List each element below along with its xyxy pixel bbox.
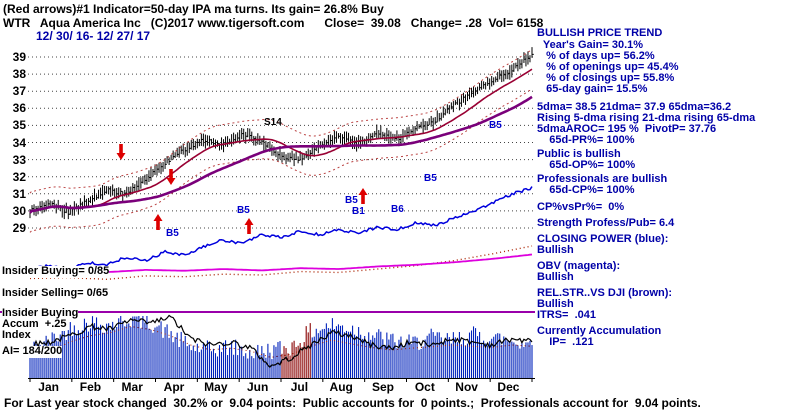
price-tick-31: 31 <box>12 186 26 201</box>
accum-index-panel <box>0 311 535 378</box>
left-label-1: Insider Selling= 0/65 <box>2 287 109 300</box>
price-tick-36: 36 <box>12 101 26 116</box>
stats-line-18: OBV (magenta): <box>537 260 621 272</box>
chart-annotation-b5: B5 <box>166 228 179 239</box>
ohlc-bars <box>29 47 534 220</box>
left-label-0: Insider Buying= 0/85 <box>2 265 110 278</box>
stats-line-6: 5dma= 38.5 21dma= 37.9 65dma=36.2 <box>537 101 732 113</box>
month-label-nov: Nov <box>455 380 478 394</box>
chart-annotation-s14: S14 <box>264 117 282 128</box>
stats-line-8: 5dmaAROC= 195 % PivotP= 37.76 <box>537 123 717 135</box>
price-tick-34: 34 <box>12 135 26 150</box>
stats-line-0: BULLISH PRICE TREND <box>537 27 663 39</box>
stats-line-11: 65d-OP%= 100% <box>537 159 636 171</box>
price-tick-37: 37 <box>12 84 26 99</box>
month-label-jun: Jun <box>246 380 269 394</box>
stats-line-21: Bullish <box>537 298 574 310</box>
price-tick-39: 39 <box>12 50 26 64</box>
signal-arrows <box>116 144 368 234</box>
date-range: 12/ 30/ 16- 12/ 27/ 17 <box>36 29 151 43</box>
left-label-4: Index <box>2 329 31 342</box>
stats-line-22: ITRS= .041 <box>537 309 597 321</box>
stats-line-17: Bullish <box>537 244 574 256</box>
month-label-sep: Sep <box>372 380 395 394</box>
stats-line-20: REL.STR..VS DJI (brown): <box>537 287 673 299</box>
stats-line-5: 65-day gain= 15.5% <box>537 83 648 95</box>
price-tick-32: 32 <box>12 169 26 184</box>
obv-line <box>30 253 533 274</box>
stats-line-10: Public is bullish <box>537 148 621 160</box>
month-label-dec: Dec <box>497 380 520 394</box>
x-axis <box>28 378 535 382</box>
stats-line-2: % of days up= 56.2% <box>537 50 655 62</box>
chart-annotation-b5: B5 <box>489 120 502 131</box>
month-label-mar: Mar <box>121 380 143 394</box>
chart-annotation-b5: B5 <box>424 173 437 184</box>
stats-line-13: 65d-CP%= 100% <box>537 184 635 196</box>
footer-summary: For Last year stock changed 30.2% or 9.0… <box>4 396 701 410</box>
ma-lines <box>29 68 533 214</box>
stats-line-12: Professionals are bullish <box>537 173 668 185</box>
chart-annotation-b1: B1 <box>352 206 365 217</box>
stats-line-24: IP= .121 <box>537 336 594 348</box>
price-tick-35: 35 <box>12 118 26 133</box>
month-label-apr: Apr <box>163 380 185 394</box>
chart-annotation-b5: B5 <box>345 195 358 206</box>
stats-line-15: Strength Profess/Pub= 6.4 <box>537 217 675 229</box>
stats-line-7: Rising 5-dma rising 21-dma rising 65-dma <box>537 112 756 124</box>
left-label-2: Insider Buying <box>2 307 79 320</box>
price-gridlines <box>28 56 535 229</box>
price-tick-29: 29 <box>12 221 26 235</box>
stats-line-19: Bullish <box>537 271 574 283</box>
price-tick-38: 38 <box>12 67 26 82</box>
chart-annotation-b5: B5 <box>237 205 250 216</box>
closing-power-line <box>29 186 533 272</box>
month-label-feb: Feb <box>79 380 102 394</box>
stats-line-9: 65d-PR%= 100% <box>537 134 635 146</box>
stats-line-16: CLOSING POWER (blue): <box>537 233 669 245</box>
month-label-jan: Jan <box>38 380 59 394</box>
stats-line-1: Year's Gain= 30.1% <box>537 39 644 51</box>
stats-line-14: CP%vsPr%= 0% <box>537 201 625 213</box>
left-label-5: AI= 184/200 <box>2 345 63 358</box>
chart-annotation-b6: B6 <box>391 204 404 215</box>
left-label-3: Accum +.25 <box>2 318 67 331</box>
price-tick-33: 33 <box>12 152 26 167</box>
stats-line-4: % of closings up= 55.8% <box>537 72 675 84</box>
month-label-may: May <box>204 380 228 394</box>
month-label-oct: Oct <box>414 380 435 394</box>
month-label-jul: Jul <box>290 380 309 394</box>
indicator-header: (Red arrows)#1 Indicator=50-day IPA ma t… <box>3 2 384 16</box>
stats-line-23: Currently Accumulation <box>537 325 662 337</box>
ticker-header: WTR Aqua America Inc (C)2017 www.tigerso… <box>3 16 544 30</box>
month-label-aug: Aug <box>329 380 353 394</box>
stats-line-3: % of openings up= 45.4% <box>537 61 679 73</box>
price-bands <box>29 49 533 233</box>
price-tick-30: 30 <box>12 203 26 218</box>
